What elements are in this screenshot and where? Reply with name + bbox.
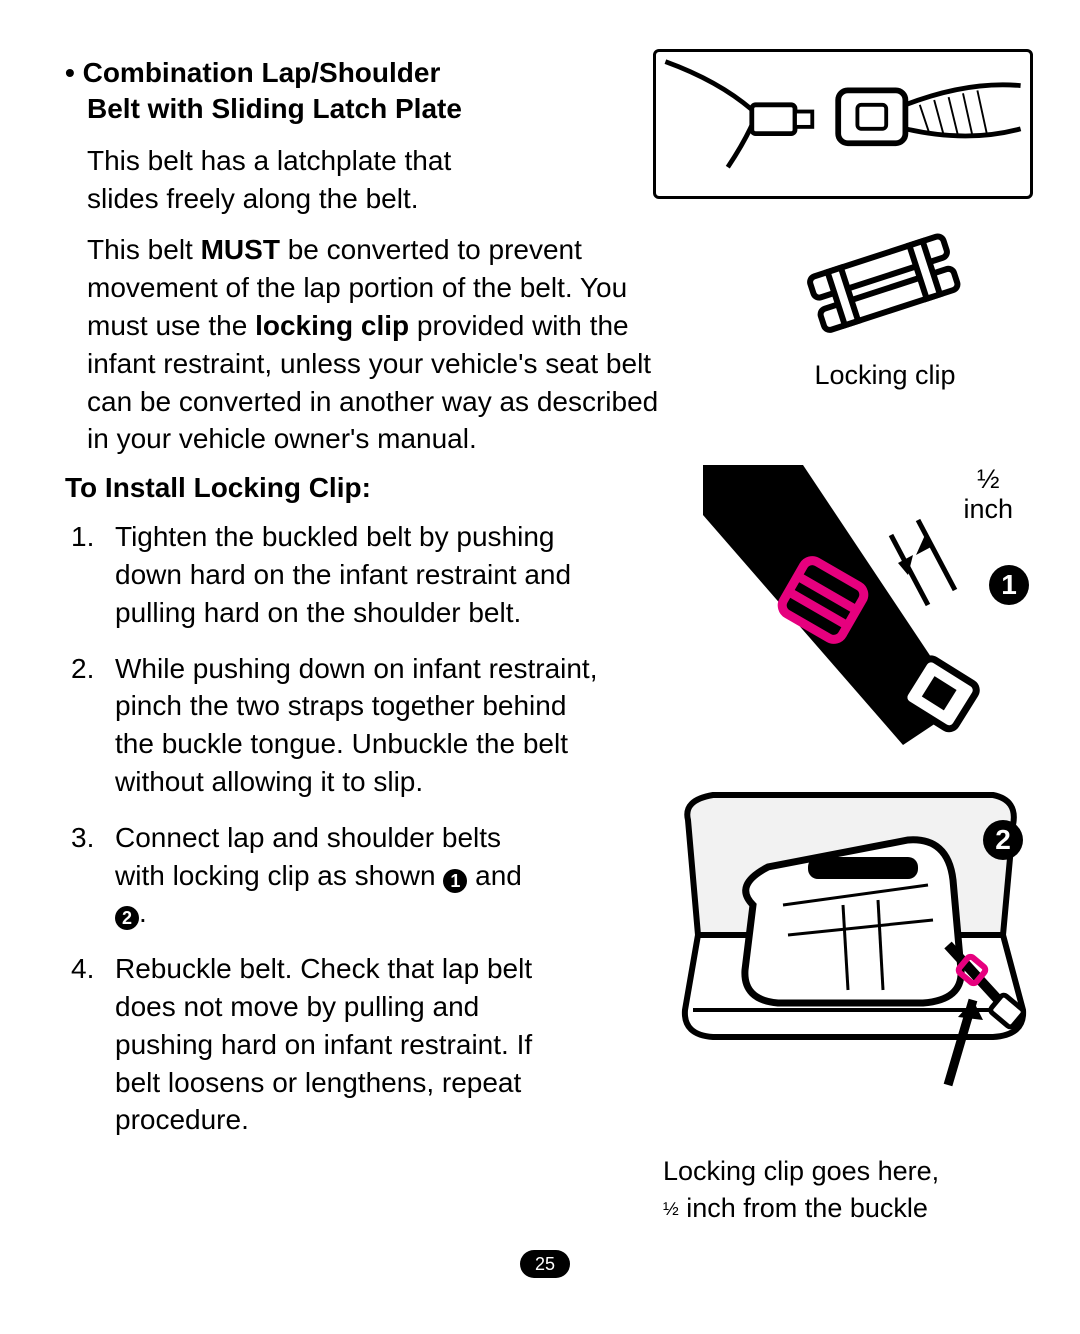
figure-belt-parts xyxy=(653,49,1033,199)
belt-parts-icon xyxy=(656,52,1030,196)
figure-seat-install: 2 xyxy=(673,775,1033,1125)
p2-must: MUST xyxy=(201,234,280,265)
install-steps: Tighten the buckled belt by pushing down… xyxy=(65,518,605,1139)
caption-half: ½ xyxy=(663,1199,679,1220)
half-inch-label: ½ inch xyxy=(963,465,1013,524)
locking-clip-icon xyxy=(785,227,985,347)
p2-locking: locking clip xyxy=(255,310,409,341)
figure-locking-clip: Locking clip xyxy=(770,227,1000,391)
inline-marker-1: 1 xyxy=(443,869,467,893)
title-line1: Combination Lap/Shoulder xyxy=(83,57,441,88)
locking-clip-label: Locking clip xyxy=(770,360,1000,391)
seat-caption: Locking clip goes here, ½ inch from the … xyxy=(663,1153,1033,1226)
inline-marker-2: 2 xyxy=(115,906,139,930)
bullet: • xyxy=(65,57,75,88)
step-3: Connect lap and shoulder belts with lock… xyxy=(65,819,535,932)
step-2: While pushing down on infant restraint, … xyxy=(65,650,605,801)
caption-line2b: inch from the buckle xyxy=(679,1193,928,1223)
step-1: Tighten the buckled belt by pushing down… xyxy=(65,518,605,631)
step-4: Rebuckle belt. Check that lap belt does … xyxy=(65,950,535,1139)
step3-and: and xyxy=(467,860,522,891)
para-latchplate: This belt has a latchplate that slides f… xyxy=(65,142,485,218)
para-must-converted: This belt MUST be converted to prevent m… xyxy=(65,231,685,458)
figure-marker-2: 2 xyxy=(983,820,1023,860)
figure-belt-closeup: ½ inch 1 xyxy=(703,465,1033,745)
title-line2: Belt with Sliding Latch Plate xyxy=(87,93,462,124)
figure-marker-1: 1 xyxy=(989,565,1029,605)
half-inch-bottom: inch xyxy=(963,494,1013,524)
half-inch-top: ½ xyxy=(977,464,1000,494)
step3-end: . xyxy=(139,897,147,928)
p2-pre: This belt xyxy=(87,234,201,265)
caption-line1: Locking clip goes here, xyxy=(663,1156,939,1186)
seat-install-icon xyxy=(673,775,1033,1125)
page-content: • Combination Lap/Shoulder Belt with Sli… xyxy=(65,55,1025,1284)
page-number: 25 xyxy=(520,1250,570,1278)
